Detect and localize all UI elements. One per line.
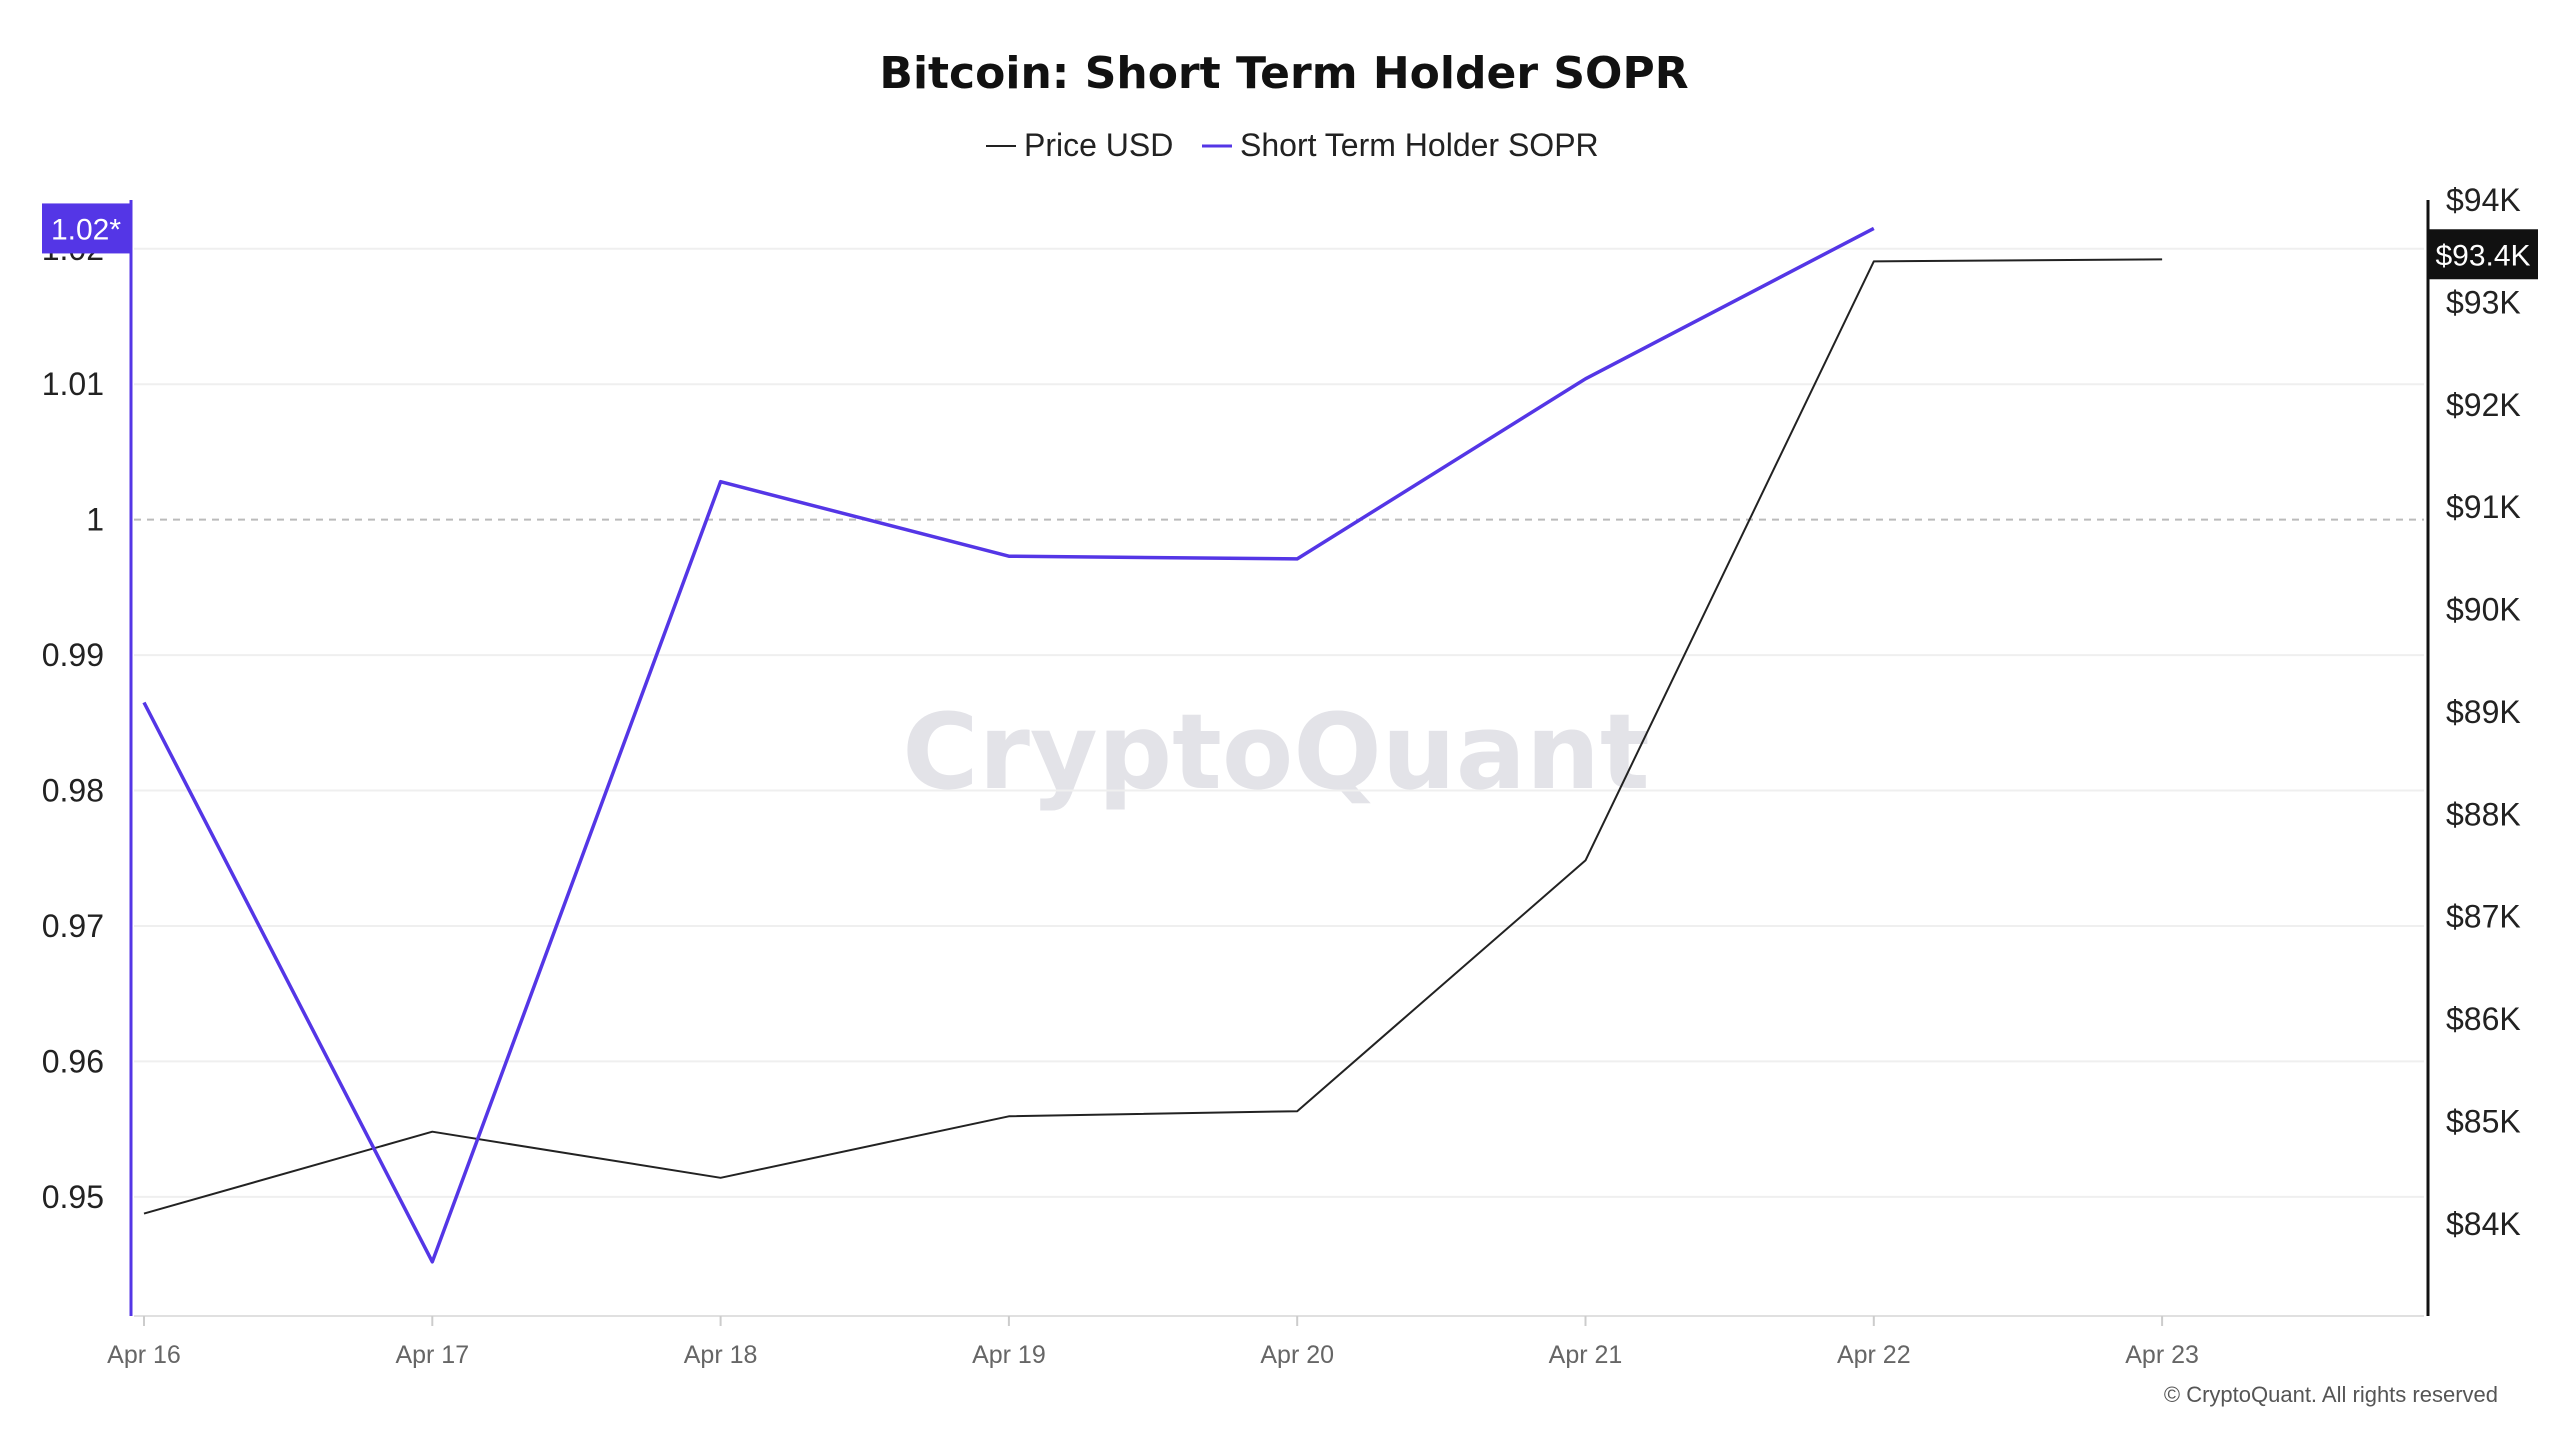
watermark: CryptoQuant bbox=[902, 691, 1649, 813]
x-tick-label: Apr 18 bbox=[684, 1341, 758, 1369]
right-axis-badge: $93.4K bbox=[2428, 229, 2538, 280]
left-axis-badge: 1.02* bbox=[42, 203, 130, 254]
right-tick-label: $85K bbox=[2446, 1103, 2521, 1139]
legend-label-sopr[interactable]: Short Term Holder SOPR bbox=[1240, 127, 1599, 163]
right-tick-label: $86K bbox=[2446, 1001, 2521, 1037]
x-axis-ticks: Apr 16 Apr 17 Apr 18 Apr 19 Apr 20 Apr 21 Apr … bbox=[107, 1316, 2199, 1369]
left-tick-label: 1.01 bbox=[42, 366, 104, 402]
left-badge-label: 1.02* bbox=[51, 213, 121, 246]
x-tick-label: Apr 16 bbox=[107, 1341, 181, 1369]
price-usd-line bbox=[143, 258, 2163, 1215]
x-tick-label: Apr 21 bbox=[1549, 1341, 1623, 1369]
right-tick-label: $92K bbox=[2446, 387, 2521, 423]
left-badge-background bbox=[42, 203, 130, 254]
x-tick-label: Apr 17 bbox=[395, 1341, 469, 1369]
legend-label-price[interactable]: Price USD bbox=[1024, 127, 1173, 163]
series bbox=[142, 226, 2163, 1264]
right-badge-label: $93.4K bbox=[2435, 239, 2530, 272]
right-tick-label: $87K bbox=[2446, 899, 2521, 935]
right-tick-label: $89K bbox=[2446, 694, 2521, 730]
left-tick-label: 0.95 bbox=[42, 1179, 104, 1215]
right-tick-label: $90K bbox=[2446, 592, 2521, 628]
x-tick-label: Apr 22 bbox=[1837, 1341, 1911, 1369]
x-tick-label: Apr 23 bbox=[2125, 1341, 2199, 1369]
right-tick-label: $91K bbox=[2446, 489, 2521, 525]
chart-title: Bitcoin: Short Term Holder SOPR bbox=[879, 48, 1688, 99]
x-tick-label: Apr 20 bbox=[1260, 1341, 1334, 1369]
right-badge-background bbox=[2428, 229, 2538, 280]
left-tick-label: 0.97 bbox=[42, 908, 104, 944]
right-tick-label: $88K bbox=[2446, 796, 2521, 832]
copyright-notice: © CryptoQuant. All rights reserved bbox=[2164, 1382, 2498, 1407]
right-tick-label: $94K bbox=[2446, 182, 2521, 218]
left-tick-label: 0.99 bbox=[42, 637, 104, 673]
right-tick-label: $84K bbox=[2446, 1206, 2521, 1242]
left-tick-label: 0.98 bbox=[42, 773, 104, 809]
left-tick-label: 1 bbox=[86, 502, 104, 538]
right-axis-ticks: $84K $85K $86K $87K $88K $89K $90K $91K $92K $93K… bbox=[2446, 182, 2521, 1242]
x-tick-label: Apr 19 bbox=[972, 1341, 1046, 1369]
legend[interactable]: Price USD Short Term Holder SOPR bbox=[986, 127, 1599, 163]
grid bbox=[134, 247, 2424, 1198]
right-tick-label: $93K bbox=[2446, 284, 2521, 320]
left-tick-label: 0.96 bbox=[42, 1043, 104, 1079]
